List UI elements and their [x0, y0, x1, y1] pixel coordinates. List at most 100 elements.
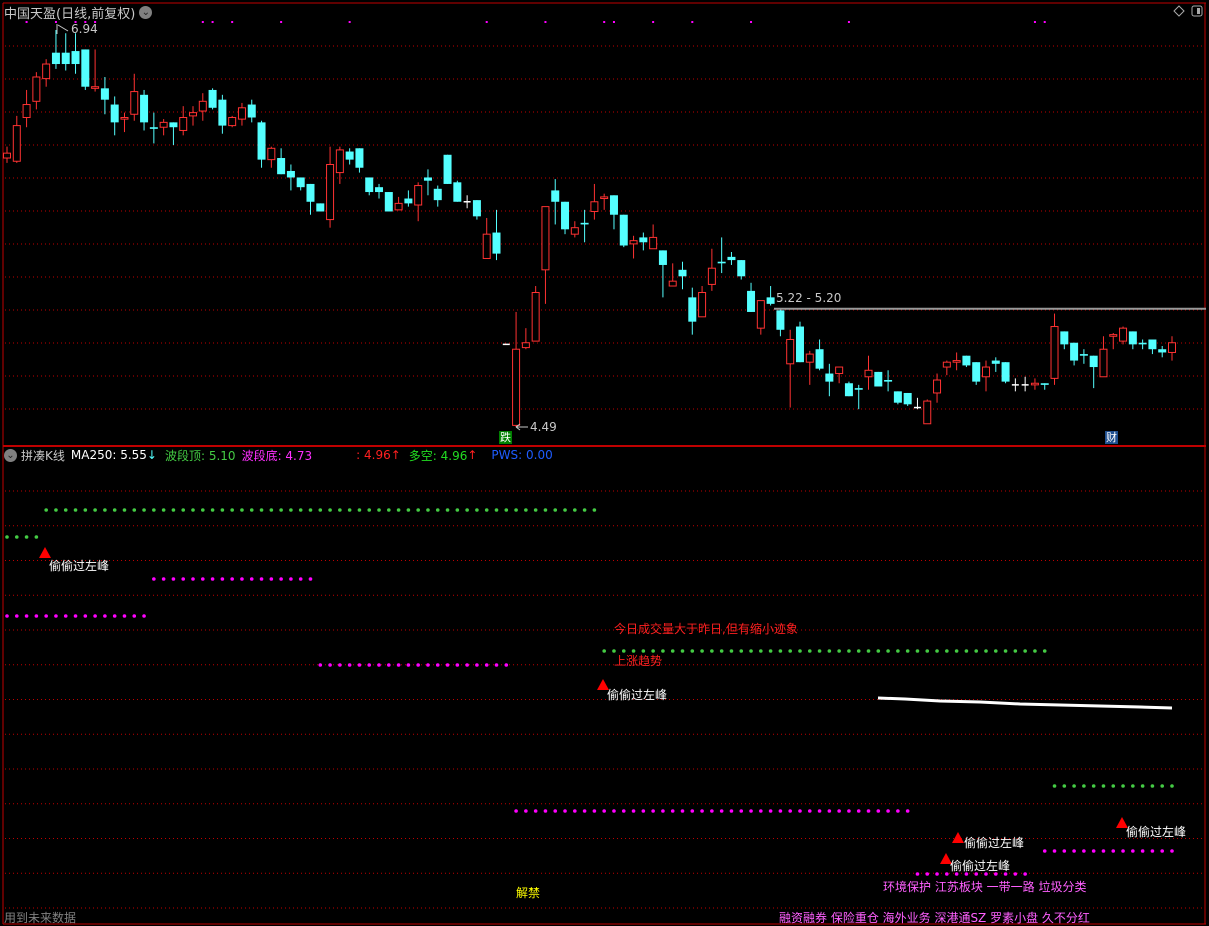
- candle: [169, 122, 178, 146]
- event-marker-fall[interactable]: 跌: [499, 431, 512, 444]
- up-triangle-icon: [39, 547, 51, 558]
- indicator-dot: [484, 508, 489, 512]
- indicator-dot: [1052, 849, 1057, 853]
- candle: [698, 286, 707, 318]
- concept-tags-1[interactable]: 环境保护 江苏板块 一带一路 垃圾分类: [883, 879, 1086, 894]
- indicator-dot: [54, 508, 58, 512]
- panel-toggle-icon[interactable]: [1191, 5, 1203, 17]
- candle-body: [404, 198, 413, 204]
- indicator-dot: [181, 508, 186, 512]
- arrow-up-icon: ↑: [467, 448, 478, 462]
- candle: [590, 183, 599, 220]
- candle: [296, 177, 305, 191]
- indicator-dot: [1033, 649, 1037, 653]
- candle: [639, 232, 648, 251]
- signal-dot: [485, 21, 488, 23]
- candle-body: [1138, 342, 1147, 345]
- candle-body: [1030, 382, 1039, 386]
- candle-body: [747, 290, 756, 312]
- trend-label: 上涨趋势: [614, 653, 662, 668]
- candle-body: [286, 170, 295, 178]
- candle: [218, 94, 227, 134]
- diamond-icon[interactable]: [1173, 5, 1185, 17]
- candle-body: [1070, 342, 1079, 361]
- candle: [825, 363, 834, 397]
- candle-body: [306, 183, 315, 202]
- indicator-dot: [387, 508, 391, 512]
- indicator-dot: [103, 508, 107, 512]
- indicator-dot: [347, 663, 352, 667]
- indicator-dot: [817, 809, 822, 813]
- signal-dot: [231, 21, 234, 23]
- candle-body: [815, 349, 824, 369]
- indicator-dot: [34, 535, 39, 539]
- candle: [61, 33, 70, 71]
- indicator-dot: [641, 649, 646, 653]
- indicator-dot: [406, 663, 411, 667]
- indicator-dot: [1091, 849, 1096, 853]
- indicator-dot-series: [318, 663, 509, 667]
- signal-dot: [348, 21, 351, 23]
- indicator-dot: [308, 508, 313, 512]
- indicator-dot: [984, 649, 988, 653]
- candle: [345, 148, 354, 165]
- event-marker-finance[interactable]: 财: [1105, 431, 1118, 444]
- wave-top-value: 波段顶: 5.10: [164, 448, 236, 463]
- candle-body: [786, 338, 795, 365]
- candle-body: [71, 51, 80, 65]
- indicator-dot: [318, 508, 323, 512]
- indicator-dot: [249, 577, 254, 581]
- candle: [463, 195, 471, 209]
- future-data-warning: 用到未来数据: [4, 910, 76, 925]
- indicator-dot: [14, 535, 19, 539]
- indicator-dot: [1131, 784, 1135, 788]
- candle-body: [864, 369, 873, 378]
- indicator-dot: [230, 508, 234, 512]
- concept-tags-2[interactable]: 融资融券 保险重仓 海外业务 深港通SZ 罗素小盘 久不分红: [779, 910, 1090, 925]
- chevron-down-icon[interactable]: ⌄: [139, 5, 153, 19]
- indicator-name: 拼凑K线: [21, 448, 65, 463]
- indicator-dot: [621, 649, 626, 653]
- indicator-dot: [514, 809, 518, 813]
- indicator-dot: [719, 809, 724, 813]
- candle: [776, 308, 785, 337]
- candle: [668, 263, 677, 287]
- indicator-dot: [416, 663, 420, 667]
- indicator-dot: [876, 809, 881, 813]
- signal-dot: [1043, 21, 1046, 23]
- candle-body: [443, 154, 452, 184]
- indicator-dot: [210, 577, 215, 581]
- gridlines: [5, 45, 1204, 909]
- candle-body: [717, 261, 726, 264]
- indicator-dot: [54, 614, 58, 618]
- indicator-dot: [1042, 849, 1047, 853]
- candle-body: [776, 310, 785, 330]
- candle-body: [365, 177, 374, 193]
- indicator-dot: [778, 649, 783, 653]
- candle: [482, 217, 491, 259]
- candle-body: [805, 353, 814, 363]
- indicator-dot: [63, 614, 68, 618]
- indicator-dot: [24, 535, 29, 539]
- indicator-dot: [905, 649, 910, 653]
- candle-body: [32, 76, 41, 102]
- indicator-dot: [651, 809, 655, 813]
- candle-body: [981, 366, 990, 378]
- indicator-dot: [318, 663, 323, 667]
- indicator-dot: [152, 508, 156, 512]
- candle-body: [658, 250, 667, 265]
- candle: [414, 182, 423, 222]
- candle-body: [189, 112, 198, 117]
- indicator-dot: [700, 809, 704, 813]
- peak-label: 偷偷过左峰: [950, 858, 1010, 873]
- candle: [189, 106, 198, 126]
- candle-body: [923, 400, 932, 425]
- candle-body: [1089, 355, 1098, 368]
- candle: [923, 399, 932, 425]
- indicator-dot: [220, 508, 225, 512]
- indicator-dot: [435, 508, 440, 512]
- chevron-down-icon[interactable]: ⌄: [4, 448, 17, 462]
- indicator-dot: [945, 649, 949, 653]
- candle: [375, 183, 384, 199]
